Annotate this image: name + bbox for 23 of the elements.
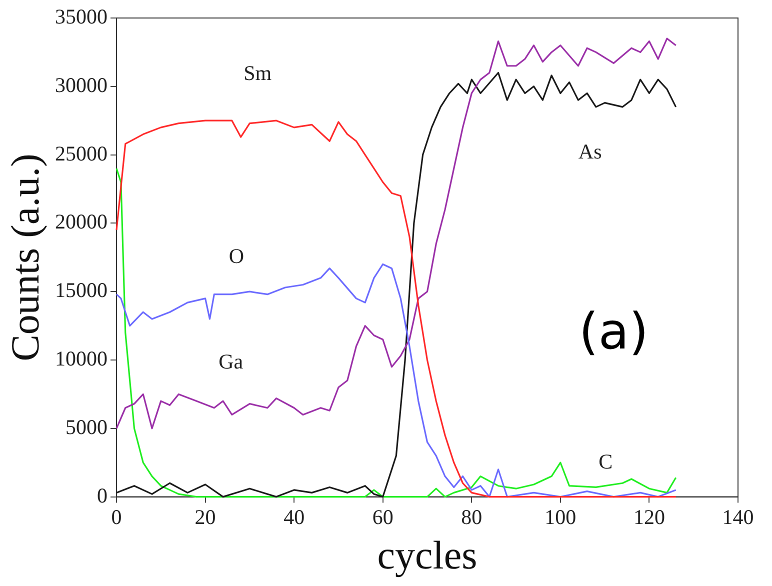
y-tick-label: 5000 <box>66 414 108 439</box>
annotation: (a) <box>578 302 649 360</box>
y-axis-title: Counts (a.u.) <box>2 154 48 362</box>
y-tick-label: 10000 <box>55 346 108 371</box>
series-label: O <box>228 244 244 268</box>
y-tick-label: 0 <box>97 483 108 508</box>
series-label: C <box>598 449 613 474</box>
y-tick-label: 30000 <box>55 72 108 97</box>
x-tick-label: 60 <box>372 504 394 529</box>
y-tick-label: 35000 <box>55 4 108 29</box>
x-tick-label: 100 <box>544 504 576 529</box>
series-label: Ga <box>218 349 244 374</box>
x-tick-label: 40 <box>284 504 305 529</box>
series-label: As <box>578 140 602 164</box>
x-tick-label: 120 <box>633 504 665 529</box>
x-axis-title: cycles <box>377 532 478 578</box>
x-tick-label: 20 <box>194 504 216 529</box>
series-label: Sm <box>244 61 272 86</box>
x-tick-label: 80 <box>461 504 482 529</box>
x-tick-label: 140 <box>722 504 754 529</box>
y-tick-label: 20000 <box>55 210 108 234</box>
y-tick-label: 25000 <box>55 141 108 166</box>
y-tick-label: 15000 <box>55 278 108 302</box>
